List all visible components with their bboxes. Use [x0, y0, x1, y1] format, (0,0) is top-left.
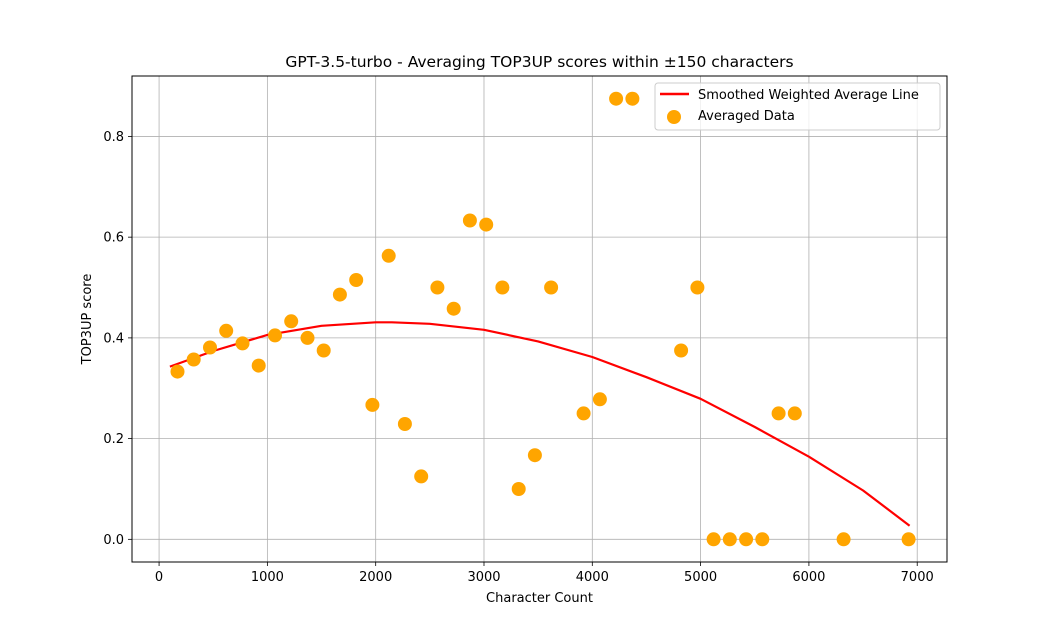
y-tick-label: 0.0	[103, 533, 124, 548]
data-point	[527, 448, 542, 463]
legend: Smoothed Weighted Average Line Averaged …	[654, 82, 941, 131]
data-point	[592, 392, 607, 407]
data-point	[316, 343, 331, 358]
x-tick-label: 2000	[359, 570, 392, 585]
data-point	[576, 406, 591, 421]
legend-label-line: Smoothed Weighted Average Line	[698, 88, 919, 103]
x-tick-label: 7000	[901, 570, 934, 585]
data-point	[365, 397, 380, 412]
x-axis-label: Character Count	[486, 591, 593, 606]
chart-title: GPT-3.5-turbo - Averaging TOP3UP scores …	[285, 53, 793, 71]
data-point	[381, 248, 396, 263]
data-point	[446, 301, 461, 316]
y-tick-label: 0.6	[103, 231, 124, 246]
data-point	[901, 532, 916, 547]
data-point	[414, 469, 429, 484]
data-point	[544, 280, 559, 295]
y-tick-label: 0.8	[103, 130, 124, 145]
grid	[132, 76, 947, 562]
data-point	[170, 364, 185, 379]
data-point	[284, 314, 299, 329]
data-point	[349, 273, 364, 287]
data-point	[462, 213, 477, 228]
data-point	[690, 280, 705, 295]
legend-box	[654, 82, 941, 131]
data-point	[219, 323, 234, 338]
x-tick-label: 3000	[467, 570, 500, 585]
legend-marker-swatch	[667, 110, 681, 124]
data-point	[511, 482, 526, 496]
plot-frame	[131, 75, 948, 563]
data-point	[609, 91, 624, 106]
data-point	[755, 532, 770, 547]
data-line-group	[169, 321, 911, 527]
data-point	[430, 280, 445, 295]
data-point	[771, 406, 786, 421]
x-tick-label: 4000	[576, 570, 609, 585]
legend-label-points: Averaged Data	[698, 109, 795, 124]
data-point	[625, 91, 640, 106]
data-point	[332, 287, 347, 302]
y-axis: 0.0 0.2 0.4 0.6 0.8	[103, 130, 132, 548]
data-points-group	[170, 91, 916, 547]
data-point	[479, 217, 494, 232]
data-point	[674, 343, 689, 358]
data-point	[706, 532, 721, 547]
y-tick-label: 0.4	[103, 331, 124, 346]
data-point	[836, 532, 851, 547]
data-point	[300, 330, 315, 345]
x-axis: 0 1000 2000 3000 4000 5000 6000 7000	[155, 562, 934, 585]
x-tick-label: 1000	[251, 570, 284, 585]
data-point	[235, 336, 250, 351]
data-point	[186, 352, 201, 367]
data-point	[495, 280, 510, 295]
data-point	[739, 532, 754, 547]
data-point	[787, 406, 802, 421]
plot-area	[132, 76, 947, 562]
x-tick-label: 6000	[792, 570, 825, 585]
y-axis-label: TOP3UP score	[80, 274, 95, 366]
x-tick-label: 5000	[684, 570, 717, 585]
data-point	[251, 358, 266, 373]
smoothed-average-line	[169, 321, 911, 527]
data-point	[268, 328, 282, 343]
data-point	[722, 532, 737, 547]
data-point	[397, 417, 412, 431]
data-point	[203, 340, 217, 355]
y-tick-label: 0.2	[103, 432, 124, 447]
x-tick-label: 0	[155, 570, 163, 585]
